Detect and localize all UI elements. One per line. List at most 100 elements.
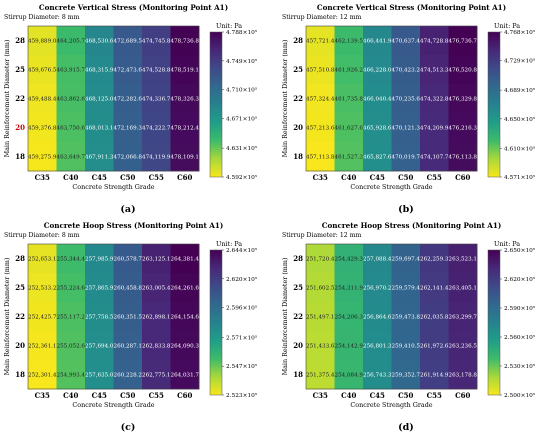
cell-label: 263,405.1 bbox=[449, 286, 477, 292]
heatmap-cell bbox=[170, 302, 200, 332]
heatmap-cell bbox=[142, 142, 171, 172]
heatmap-cell bbox=[363, 26, 392, 56]
y-tick-label: 18 bbox=[293, 152, 303, 161]
colorbar-title: Unit: Pa bbox=[216, 240, 242, 248]
colorbar-tick-label: 2.620×10⁵ bbox=[504, 276, 536, 283]
colorbar-tick-label: 2.644×10⁵ bbox=[226, 247, 258, 254]
cell-label: 468,013.1 bbox=[85, 126, 113, 132]
colorbar-tick-label: 2.620×10⁵ bbox=[226, 276, 258, 283]
heatmap-cell bbox=[391, 113, 421, 143]
heatmap-cell bbox=[56, 26, 86, 56]
cell-label: 254,206.3 bbox=[335, 315, 364, 321]
heatmap-cell bbox=[363, 84, 392, 114]
y-tick-label: 20 bbox=[293, 341, 303, 350]
y-tick-label: 20 bbox=[15, 123, 25, 132]
colorbar-tick-label: 4.689×10⁵ bbox=[504, 87, 536, 94]
x-tick-label: C45 bbox=[92, 173, 107, 182]
heatmap-cell bbox=[85, 55, 114, 85]
cell-label: 263,125.1 bbox=[142, 257, 170, 263]
cell-label: 474,528.8 bbox=[142, 68, 171, 74]
cell-label: 474,222.7 bbox=[142, 126, 171, 132]
cell-label: 260,578.7 bbox=[114, 257, 143, 263]
cell-label: 254,993.4 bbox=[57, 373, 86, 379]
heatmap-cell bbox=[448, 331, 478, 361]
heatmap-cell bbox=[170, 84, 200, 114]
heatmap-cell bbox=[306, 244, 335, 274]
y-tick-label: 18 bbox=[293, 370, 303, 379]
x-tick-label: C35 bbox=[35, 391, 50, 400]
heatmap-cell bbox=[448, 55, 478, 85]
cell-label: 468,125.0 bbox=[85, 97, 114, 103]
heatmap-cell bbox=[113, 302, 143, 332]
heatmap-cell bbox=[334, 331, 364, 361]
x-tick-label: C35 bbox=[313, 173, 328, 182]
heatmap-cell bbox=[448, 244, 478, 274]
heatmap-cell bbox=[363, 360, 392, 390]
cell-label: 252,425.7 bbox=[28, 315, 57, 321]
x-tick-label: C60 bbox=[455, 173, 470, 182]
cell-label: 457,113.8 bbox=[306, 155, 335, 161]
colorbar bbox=[487, 249, 501, 396]
cell-label: 259,697.4 bbox=[392, 257, 421, 263]
cell-label: 262,775.1 bbox=[142, 373, 170, 379]
cell-label: 478,519.1 bbox=[171, 68, 199, 74]
cell-label: 257,865.9 bbox=[85, 286, 114, 292]
chart-title: Concrete Vertical Stress (Monitoring Poi… bbox=[317, 3, 506, 12]
cell-label: 257,694.0 bbox=[85, 344, 114, 350]
colorbar-tick-label: 2.590×10⁵ bbox=[504, 305, 536, 312]
x-tick-label: C55 bbox=[427, 391, 442, 400]
heatmap-cell bbox=[113, 84, 143, 114]
heatmap-cell bbox=[420, 331, 449, 361]
colorbar-tick-label: 2.547×10⁵ bbox=[226, 363, 258, 370]
heatmap-cell bbox=[334, 273, 364, 303]
y-tick-label: 28 bbox=[15, 254, 25, 263]
cell-label: 262,141.4 bbox=[420, 286, 449, 292]
heatmap-cell bbox=[306, 26, 335, 56]
heatmap-cell bbox=[448, 26, 478, 56]
heatmap-cell bbox=[56, 142, 86, 172]
heatmap-cell bbox=[142, 302, 171, 332]
y-tick-label: 22 bbox=[293, 312, 303, 321]
heatmap-cell bbox=[56, 113, 86, 143]
heatmap-cell bbox=[85, 302, 114, 332]
panel-label: (a) bbox=[120, 204, 135, 215]
x-axis-label: Concrete Strength Grade bbox=[72, 183, 154, 191]
plot-frame bbox=[27, 25, 200, 172]
heatmap-cell bbox=[334, 142, 364, 172]
x-tick-label: C50 bbox=[120, 173, 135, 182]
heatmap-cell bbox=[391, 302, 421, 332]
heatmap-cell bbox=[420, 26, 449, 56]
y-tick-label: 25 bbox=[293, 65, 303, 74]
cell-label: 264,090.3 bbox=[171, 344, 200, 350]
colorbar-tick-label: 4.729×10⁵ bbox=[504, 58, 536, 65]
heatmap-cell bbox=[113, 142, 143, 172]
x-tick-label: C45 bbox=[370, 173, 385, 182]
heatmap-cell bbox=[85, 360, 114, 390]
cell-label: 255,052.6 bbox=[57, 344, 86, 350]
heatmap-cell bbox=[420, 360, 449, 390]
chart-subtitle: Stirrup Diameter: 8 mm bbox=[4, 232, 80, 239]
heatmap-cell bbox=[448, 113, 478, 143]
x-tick-label: C60 bbox=[177, 391, 192, 400]
heatmap-cell bbox=[142, 113, 171, 143]
cell-label: 260,458.8 bbox=[114, 286, 143, 292]
heatmap-cell bbox=[391, 331, 421, 361]
heatmap-cell bbox=[28, 360, 57, 390]
heatmap-cell bbox=[363, 113, 392, 143]
heatmap-cell bbox=[28, 55, 57, 85]
heatmap-cell bbox=[363, 244, 392, 274]
colorbar-tick-label: 2.571×10⁵ bbox=[226, 334, 258, 341]
heatmap-cell bbox=[56, 331, 86, 361]
heatmap-cell bbox=[306, 142, 335, 172]
cell-label: 252,533.2 bbox=[28, 286, 57, 292]
heatmap-cell bbox=[56, 273, 86, 303]
cell-label: 462,139.5 bbox=[335, 39, 364, 45]
cell-label: 472,066.8 bbox=[114, 155, 143, 161]
heatmap-cell bbox=[334, 244, 364, 274]
cell-label: 257,088.4 bbox=[363, 257, 392, 263]
cell-label: 470,637.4 bbox=[392, 39, 421, 45]
cell-label: 478,212.4 bbox=[171, 126, 200, 132]
heatmap-cell bbox=[334, 302, 364, 332]
cell-label: 257,635.0 bbox=[85, 373, 114, 379]
x-tick-label: C55 bbox=[427, 173, 442, 182]
